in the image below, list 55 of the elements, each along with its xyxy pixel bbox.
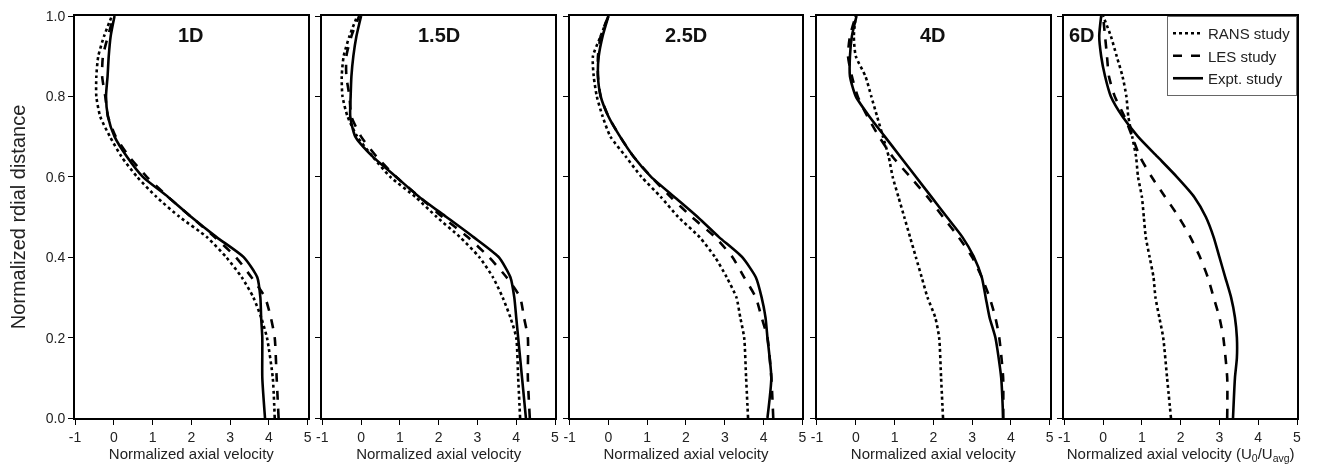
y-axis-title: Normalized rdial distance bbox=[6, 104, 29, 330]
x-tick-label: 5 bbox=[1293, 428, 1302, 445]
x-axis-title: Normalized axial velocity bbox=[603, 444, 770, 462]
chart-title: 1.5D bbox=[418, 24, 461, 46]
x-tick-label: 5 bbox=[798, 428, 807, 445]
x-tick-label: 4 bbox=[264, 428, 273, 445]
x-tick-label: 4 bbox=[512, 428, 521, 445]
x-tick-label: 0 bbox=[357, 428, 366, 445]
x-tick-label: 2 bbox=[1176, 428, 1185, 445]
y-tick-label: 0.0 bbox=[45, 409, 66, 426]
x-tick-label: -1 bbox=[1058, 428, 1071, 445]
x-axis-title: Normalized axial velocity bbox=[356, 444, 522, 462]
y-tick-label: 0.6 bbox=[45, 168, 66, 185]
x-tick-label: 0 bbox=[109, 428, 118, 445]
chart-title: 1D bbox=[178, 24, 204, 46]
y-tick-label: 0.4 bbox=[45, 249, 66, 266]
x-tick-label: 3 bbox=[1215, 428, 1224, 445]
x-tick-label: 5 bbox=[1045, 428, 1054, 445]
x-axis-title: Normalized axial velocity bbox=[850, 444, 1017, 462]
x-tick-label: 3 bbox=[968, 428, 977, 445]
chart-title: 6D bbox=[1069, 24, 1095, 46]
x-tick-label: 5 bbox=[551, 428, 560, 445]
x-tick-label: 2 bbox=[187, 428, 196, 445]
x-tick-label: 0 bbox=[1099, 428, 1108, 445]
x-tick-label: 3 bbox=[226, 428, 235, 445]
x-tick-label: 1 bbox=[890, 428, 899, 445]
x-tick-label: 0 bbox=[851, 428, 860, 445]
x-tick-label: -1 bbox=[68, 428, 82, 445]
x-tick-label: 2 bbox=[682, 428, 691, 445]
x-axis-title: Normalized axial velocity bbox=[108, 444, 275, 462]
x-axis-title: Normalized axial velocity (U$_{0}$/U$_{avg}$) bbox=[1066, 444, 1295, 464]
x-tick-label: 1 bbox=[395, 428, 404, 445]
y-tick-label: 1.0 bbox=[45, 7, 66, 24]
x-tick-label: -1 bbox=[563, 428, 577, 445]
x-tick-label: -1 bbox=[316, 428, 329, 445]
chart-title: 4D bbox=[920, 24, 946, 46]
x-tick-label: 4 bbox=[1006, 428, 1015, 445]
x-tick-label: 0 bbox=[604, 428, 613, 445]
chart-title: 2.5D bbox=[665, 24, 708, 46]
x-tick-label: -1 bbox=[810, 428, 824, 445]
x-tick-label: 1 bbox=[148, 428, 157, 445]
x-tick-label: 5 bbox=[303, 428, 312, 445]
x-tick-label: 4 bbox=[1254, 428, 1263, 445]
x-tick-label: 4 bbox=[759, 428, 768, 445]
legend-label: LES study bbox=[1208, 47, 1277, 65]
x-tick-label: 2 bbox=[434, 428, 443, 445]
legend-label: RANS study bbox=[1208, 25, 1291, 43]
x-tick-label: 1 bbox=[643, 428, 652, 445]
x-tick-label: 3 bbox=[473, 428, 482, 445]
y-tick-label: 0.2 bbox=[45, 329, 66, 346]
y-tick-label: 0.8 bbox=[45, 88, 66, 105]
x-tick-label: 2 bbox=[929, 428, 938, 445]
x-tick-label: 3 bbox=[720, 428, 729, 445]
x-tick-label: 1 bbox=[1137, 428, 1146, 445]
legend-label: Expt. study bbox=[1208, 70, 1283, 88]
